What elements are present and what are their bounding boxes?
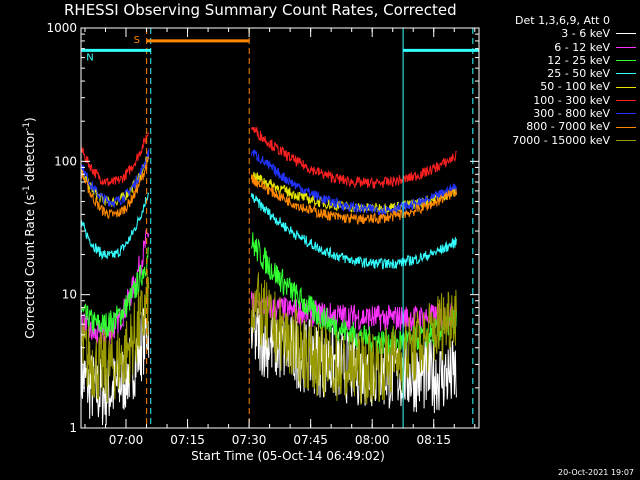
series-line-2-2 [250, 291, 457, 332]
series-line-1-3 [80, 246, 150, 338]
x-axis-label: Start Time (05-Oct-14 06:49:02) [191, 449, 385, 463]
legend-entry: 25 - 50 keV [486, 67, 636, 80]
series-line-2-8 [250, 174, 457, 226]
legend-label: 25 - 50 keV [547, 67, 610, 81]
legend-swatch [616, 46, 636, 48]
legend-swatch [616, 126, 636, 128]
x-tick-label: 07:45 [293, 433, 328, 447]
y-axis-label: Corrected Count Rate (s-1 detector-1) [22, 117, 37, 338]
series-line-2-6 [251, 125, 457, 189]
series-line-1-8 [80, 156, 150, 219]
legend-entry: 800 - 7000 keV [486, 120, 636, 133]
s-label: S [134, 35, 140, 46]
x-tick-label: 08:00 [355, 433, 390, 447]
series-line-2-3 [250, 232, 457, 355]
legend-label: 7000 - 15000 keV [512, 133, 610, 147]
series-line-2-9 [250, 272, 457, 405]
legend-swatch [616, 99, 636, 101]
y-tick-label: 1 [69, 421, 77, 435]
n-label: N [86, 52, 93, 63]
x-tick-label: 08:15 [416, 433, 451, 447]
legend-swatch [616, 139, 636, 141]
legend-entry: 100 - 300 keV [486, 94, 636, 107]
legend-swatch [616, 33, 636, 35]
x-tick-label: 07:00 [109, 433, 144, 447]
series-line-1-9 [80, 269, 150, 403]
y-tick-label: 100 [54, 154, 77, 168]
legend-entry: 3 - 6 keV [486, 27, 636, 40]
legend-entry: 50 - 100 keV [486, 80, 636, 93]
y-axis-label-part: detector [23, 131, 37, 186]
legend-swatch [616, 73, 636, 75]
legend-entry: 6 - 12 keV [486, 41, 636, 54]
legend-label: 100 - 300 keV [533, 93, 610, 107]
legend-label: 3 - 6 keV [561, 27, 610, 41]
series-line-2-4 [250, 192, 457, 270]
series-line-1-6 [80, 131, 150, 188]
y-axis-label-part: Corrected Count Rate (s [23, 194, 37, 338]
y-axis-label-part: -1 [22, 122, 32, 131]
legend-entry: 300 - 800 keV [486, 107, 636, 120]
legend-label: 6 - 12 keV [554, 40, 610, 54]
plot-frame [80, 27, 480, 429]
legend-swatch [616, 113, 636, 115]
series-line-1-4 [80, 191, 150, 261]
legend-label: 50 - 100 keV [540, 80, 610, 94]
legend-header: Det 1,3,6,9, Att 0 [515, 14, 610, 27]
legend-label: 800 - 7000 keV [526, 120, 610, 134]
legend-label: 12 - 25 keV [547, 53, 610, 67]
legend-entry: 7000 - 15000 keV [486, 134, 636, 147]
legend-swatch [616, 86, 636, 88]
x-tick-label: 07:15 [170, 433, 205, 447]
legend-entry: 12 - 25 keV [486, 54, 636, 67]
y-tick-label: 10 [62, 288, 77, 302]
legend-swatch [616, 60, 636, 62]
series-line-2-7 [250, 149, 457, 216]
y-axis-label-part: ) [23, 117, 37, 122]
y-axis-label-part: -1 [22, 185, 32, 194]
x-tick-label: 07:30 [232, 433, 267, 447]
timestamp: 20-Oct-2021 19:07 [558, 468, 634, 477]
chart-title: RHESSI Observing Summary Count Rates, Co… [64, 1, 457, 19]
y-tick-label: 1000 [46, 21, 77, 35]
legend: Det 1,3,6,9, Att 0 3 - 6 keV 6 - 12 keV 12… [486, 14, 636, 147]
legend-label: 300 - 800 keV [533, 107, 610, 121]
